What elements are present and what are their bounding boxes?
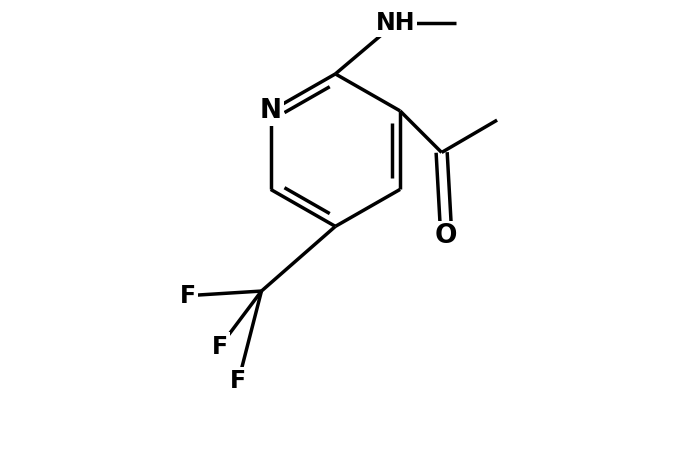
Text: NH: NH <box>375 11 415 35</box>
Text: N: N <box>260 98 282 124</box>
Text: F: F <box>211 334 228 359</box>
Text: O: O <box>435 223 458 249</box>
Text: F: F <box>180 284 196 308</box>
Text: F: F <box>231 369 246 393</box>
